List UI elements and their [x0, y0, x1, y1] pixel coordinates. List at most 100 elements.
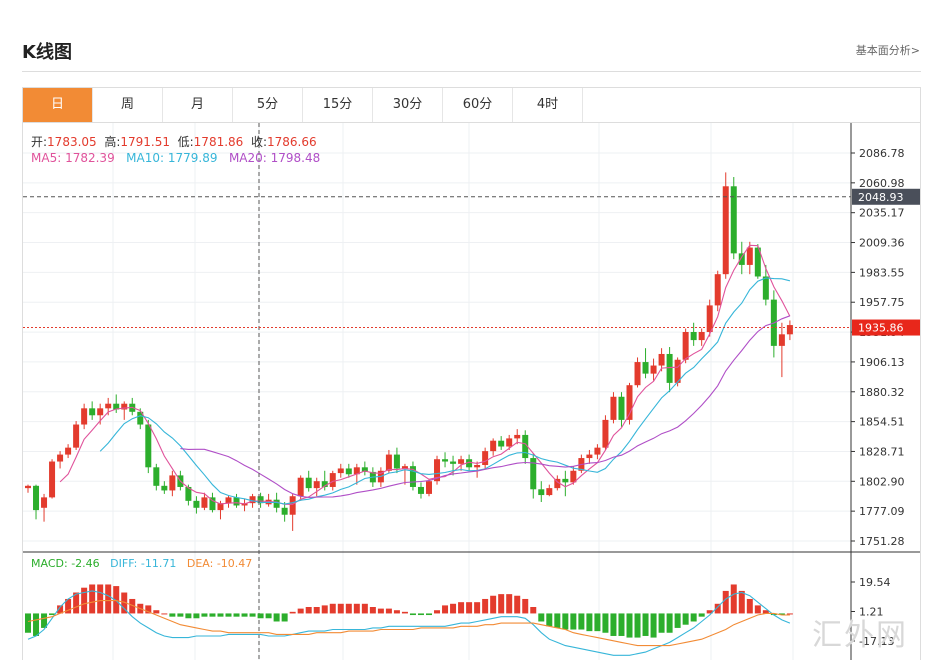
- last-price-label: 1935.86: [858, 322, 904, 335]
- macd-bar: [57, 605, 64, 614]
- candle-body: [722, 186, 729, 275]
- macd-bar: [33, 613, 40, 636]
- macd-bar: [89, 584, 96, 614]
- candle-body: [490, 440, 497, 452]
- diff-label: DIFF:: [110, 557, 138, 570]
- dea-line: [27, 600, 790, 647]
- macd-bar: [586, 613, 593, 632]
- kline-chart[interactable]: 2086.78 2060.98 2035.17 2009.36 1983.55 1957.…: [23, 123, 920, 660]
- candle-body: [49, 461, 56, 498]
- macd-bar: [193, 613, 200, 619]
- candle-body: [530, 458, 537, 490]
- candle-body: [145, 424, 152, 468]
- candle-body: [321, 481, 328, 487]
- macd-bar: [25, 613, 31, 633]
- kline-chart-area[interactable]: 2086.78 2060.98 2035.17 2009.36 1983.55 1957.…: [22, 123, 921, 660]
- candle-body: [73, 424, 80, 448]
- candle-body: [714, 274, 721, 306]
- macd-bar: [281, 613, 288, 622]
- macd-bar: [594, 613, 601, 632]
- header-divider: [22, 71, 921, 72]
- candle-body: [642, 362, 649, 374]
- price-tick-label: 1777.09: [859, 505, 905, 518]
- candle-body: [546, 488, 553, 496]
- macd-bar: [490, 595, 497, 614]
- tab-5min[interactable]: 5分: [233, 88, 303, 122]
- tab-15min[interactable]: 15分: [303, 88, 373, 122]
- macd-bar: [329, 603, 336, 614]
- macd-bar: [498, 594, 505, 614]
- ma10-value: 1779.89: [167, 151, 218, 165]
- high-label: 高:: [104, 135, 121, 149]
- price-tick-label: 2086.78: [859, 147, 905, 160]
- macd-bar: [674, 613, 681, 628]
- macd-bar: [417, 613, 424, 616]
- candle-body: [474, 464, 481, 468]
- candle-body: [658, 353, 665, 366]
- macd-bar: [393, 610, 400, 614]
- macd-value: -2.46: [71, 557, 100, 570]
- macd-bar: [562, 613, 569, 630]
- candle-body: [249, 496, 256, 504]
- candle-body: [562, 478, 569, 483]
- tab-month[interactable]: 月: [163, 88, 233, 122]
- macd-bar: [81, 587, 88, 614]
- price-tick-label: 1906.13: [859, 356, 905, 369]
- high-value: 1791.51: [120, 135, 170, 149]
- macd-bar: [546, 613, 553, 627]
- macd-bar: [530, 607, 537, 614]
- low-value: 1781.86: [193, 135, 244, 149]
- close-label: 收:: [250, 135, 267, 149]
- crosshair-price-box: [852, 188, 920, 205]
- candle-body: [594, 447, 601, 455]
- candle-body: [25, 485, 31, 489]
- candle-body: [506, 438, 513, 447]
- candle-body: [522, 434, 529, 459]
- price-tick-label: 1983.55: [859, 266, 905, 279]
- macd-bar: [113, 586, 120, 614]
- ma20-label: MA20:: [228, 151, 267, 165]
- candle-body: [554, 478, 561, 489]
- macd-bar: [434, 610, 441, 614]
- candle-body: [514, 434, 521, 439]
- open-value: 1783.05: [47, 135, 97, 149]
- macd-bar: [474, 602, 481, 614]
- macd-bar: [153, 610, 160, 614]
- macd-bar: [570, 613, 577, 630]
- candle-body: [762, 276, 769, 300]
- watermark: 汇外网: [812, 618, 908, 653]
- candle-body: [682, 332, 689, 360]
- tab-week[interactable]: 周: [93, 88, 163, 122]
- macd-bar: [409, 613, 416, 616]
- macd-bar: [49, 613, 56, 616]
- candle-body: [385, 454, 392, 471]
- candle-body: [786, 325, 793, 335]
- macd-bar: [73, 592, 80, 614]
- macd-bar: [209, 613, 216, 617]
- ma10-readout: MA10: 1779.89: [126, 151, 217, 165]
- candle-body: [81, 408, 88, 425]
- ma20-line: [180, 315, 791, 498]
- macd-bar: [722, 590, 729, 614]
- period-tabs: 日 周 月 5分 15分 30分 60分 4时: [22, 87, 921, 123]
- fundamental-analysis-link[interactable]: 基本面分析>: [855, 44, 920, 57]
- tab-30min[interactable]: 30分: [373, 88, 443, 122]
- macd-bar: [626, 613, 633, 638]
- ma10-label: MA10:: [126, 151, 165, 165]
- tab-day[interactable]: 日: [23, 88, 93, 122]
- candle-body: [538, 489, 545, 496]
- macd-bar: [377, 608, 384, 614]
- macd-bar: [666, 613, 673, 633]
- macd-readout: MACD: -2.46 DIFF: -11.71 DEA: -10.47: [31, 557, 252, 570]
- candle-body: [217, 503, 224, 511]
- candle-body: [746, 247, 753, 265]
- tab-60min[interactable]: 60分: [443, 88, 513, 122]
- candle-body: [313, 481, 320, 489]
- tab-4h[interactable]: 4时: [513, 88, 583, 122]
- candle-body: [674, 359, 681, 383]
- macd-bar: [658, 613, 665, 633]
- candle-body: [137, 411, 144, 425]
- ma5-readout: MA5: 1782.39: [31, 151, 115, 165]
- macd-bar: [426, 613, 432, 616]
- candle-body: [458, 459, 465, 464]
